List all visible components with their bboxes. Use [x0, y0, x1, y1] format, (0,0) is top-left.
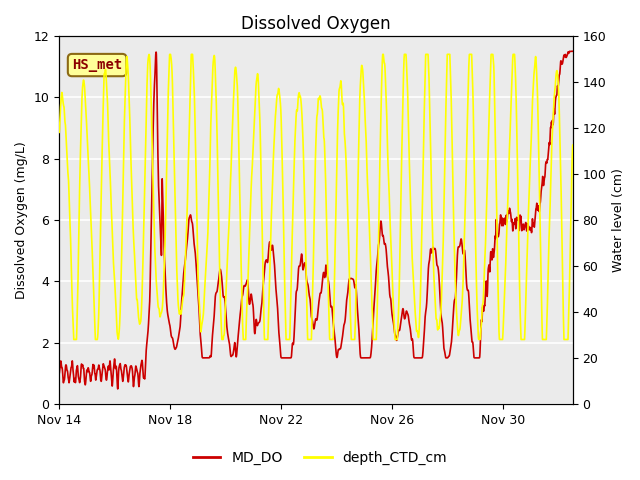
Text: HS_met: HS_met: [72, 58, 122, 72]
Y-axis label: Water level (cm): Water level (cm): [612, 168, 625, 272]
Legend: MD_DO, depth_CTD_cm: MD_DO, depth_CTD_cm: [187, 445, 453, 471]
Y-axis label: Dissolved Oxygen (mg/L): Dissolved Oxygen (mg/L): [15, 141, 28, 299]
Title: Dissolved Oxygen: Dissolved Oxygen: [241, 15, 391, 33]
